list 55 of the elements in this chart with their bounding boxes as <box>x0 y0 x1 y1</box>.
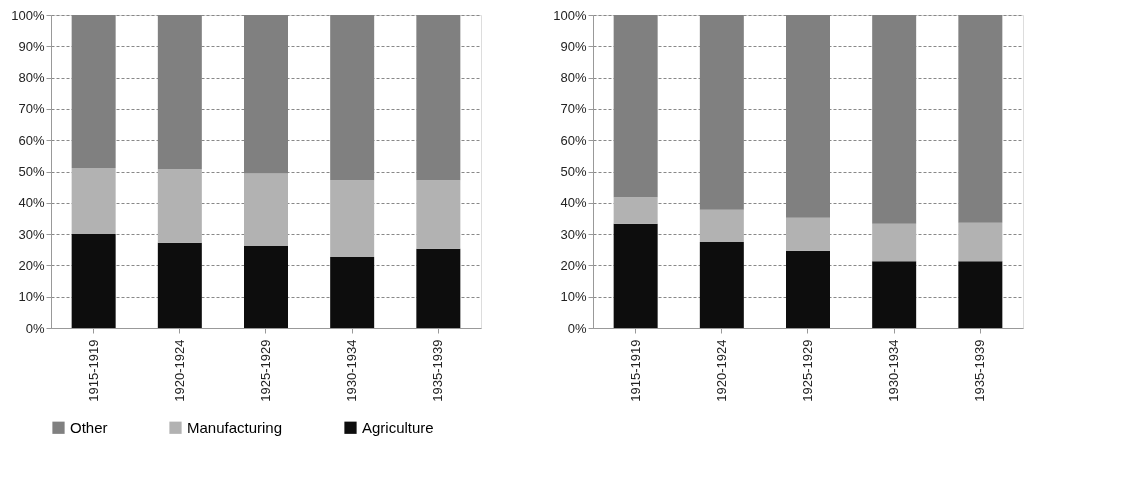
bar <box>244 173 288 246</box>
y-tick-label: 20% <box>18 257 45 273</box>
y-tick-label: 90% <box>560 38 587 54</box>
x-tick-label: 1925-1929 <box>800 339 815 402</box>
x-tick-label: 1930-1934 <box>344 339 360 402</box>
bar <box>786 250 830 328</box>
bar <box>872 223 917 262</box>
y-tick-label: 10% <box>560 289 587 305</box>
legend-label: Manufacturing <box>187 418 283 436</box>
y-tick-label: 80% <box>560 70 587 86</box>
bar <box>958 261 1003 328</box>
bar <box>416 248 461 328</box>
x-tick-label: 1935-1939 <box>972 339 988 402</box>
bar <box>157 169 202 243</box>
x-tick-label: 1935-1939 <box>430 339 446 402</box>
bar <box>613 197 658 224</box>
y-tick-label: 60% <box>18 132 45 148</box>
y-tick-label: 0% <box>567 320 587 336</box>
x-tick-label: 1925-1929 <box>258 339 273 402</box>
x-tick-label: 1920-1924 <box>171 339 187 402</box>
y-tick-label: 100% <box>553 7 587 23</box>
y-tick-label: 30% <box>18 226 45 242</box>
bar <box>872 261 917 328</box>
bar <box>699 241 744 328</box>
x-tick-label: 1915-1919 <box>627 339 643 402</box>
bar <box>244 245 288 328</box>
bar <box>416 180 461 249</box>
y-tick-label: 30% <box>560 226 587 242</box>
bar <box>613 223 658 328</box>
bar <box>157 242 202 328</box>
y-tick-label: 50% <box>18 164 45 179</box>
bar <box>330 180 375 257</box>
y-tick-label: 40% <box>560 195 587 211</box>
y-tick-label: 0% <box>25 320 45 336</box>
y-tick-label: 70% <box>560 101 587 117</box>
legend-label: Agriculture <box>362 418 434 436</box>
y-tick-label: 40% <box>18 195 45 211</box>
bar <box>958 222 1003 262</box>
y-tick-label: 60% <box>560 132 587 148</box>
x-tick-label: 1915-1919 <box>85 339 101 402</box>
bar <box>330 256 375 328</box>
y-tick-label: 80% <box>18 70 45 86</box>
legend-label: Other <box>70 418 108 436</box>
y-tick-label: 100% <box>11 7 45 23</box>
bar <box>786 217 830 251</box>
y-tick-label: 50% <box>560 164 587 179</box>
bar <box>699 209 744 242</box>
bar <box>71 168 116 235</box>
y-tick-label: 70% <box>18 101 45 117</box>
y-tick-label: 10% <box>18 289 45 305</box>
y-tick-label: 20% <box>560 257 587 273</box>
y-tick-label: 90% <box>18 38 45 54</box>
x-tick-label: 1930-1934 <box>886 339 902 402</box>
x-tick-label: 1920-1924 <box>713 339 729 402</box>
bar <box>71 234 116 328</box>
